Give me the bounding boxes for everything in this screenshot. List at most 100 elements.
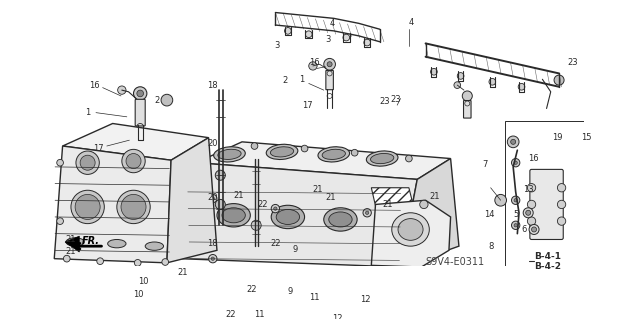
Circle shape bbox=[527, 200, 536, 209]
Text: 4: 4 bbox=[409, 18, 414, 27]
Circle shape bbox=[514, 224, 517, 227]
Ellipse shape bbox=[329, 212, 352, 227]
Text: 16: 16 bbox=[308, 58, 319, 67]
Text: 20: 20 bbox=[207, 139, 218, 148]
Text: 9: 9 bbox=[288, 287, 293, 296]
Circle shape bbox=[532, 227, 536, 232]
Circle shape bbox=[554, 75, 564, 85]
Circle shape bbox=[75, 194, 100, 219]
Circle shape bbox=[557, 217, 566, 225]
Circle shape bbox=[71, 190, 104, 224]
Circle shape bbox=[527, 183, 536, 192]
Text: 1: 1 bbox=[299, 75, 304, 84]
Text: 21: 21 bbox=[382, 200, 393, 209]
Text: 7: 7 bbox=[483, 160, 488, 169]
Circle shape bbox=[251, 220, 261, 230]
Text: 10: 10 bbox=[138, 277, 148, 286]
Text: 5: 5 bbox=[513, 210, 518, 219]
Circle shape bbox=[251, 143, 258, 149]
Text: B-4-2: B-4-2 bbox=[534, 262, 561, 271]
Ellipse shape bbox=[266, 144, 298, 160]
Text: 22: 22 bbox=[270, 239, 281, 248]
Circle shape bbox=[305, 31, 312, 38]
Ellipse shape bbox=[276, 210, 300, 225]
Circle shape bbox=[301, 145, 308, 152]
Text: 21: 21 bbox=[65, 248, 76, 256]
Text: 4: 4 bbox=[330, 19, 335, 28]
Circle shape bbox=[308, 62, 317, 70]
FancyBboxPatch shape bbox=[135, 99, 145, 126]
Circle shape bbox=[511, 196, 520, 204]
Ellipse shape bbox=[376, 210, 409, 233]
Text: 17: 17 bbox=[93, 144, 104, 153]
Circle shape bbox=[406, 155, 412, 162]
Text: 16: 16 bbox=[528, 154, 539, 163]
Circle shape bbox=[365, 211, 369, 214]
Circle shape bbox=[57, 218, 63, 225]
Text: 16: 16 bbox=[89, 81, 100, 91]
Text: 3: 3 bbox=[275, 41, 280, 50]
Text: 12: 12 bbox=[332, 314, 342, 319]
Circle shape bbox=[137, 90, 143, 97]
Text: 21: 21 bbox=[325, 193, 336, 202]
Text: 12: 12 bbox=[360, 295, 371, 304]
Circle shape bbox=[215, 199, 225, 210]
Circle shape bbox=[364, 39, 371, 46]
Circle shape bbox=[454, 82, 461, 88]
Text: 2: 2 bbox=[154, 96, 159, 105]
Circle shape bbox=[527, 217, 536, 225]
Ellipse shape bbox=[218, 149, 241, 160]
Text: FR.: FR. bbox=[82, 236, 100, 246]
Text: 21: 21 bbox=[65, 235, 76, 244]
Circle shape bbox=[201, 164, 208, 170]
Circle shape bbox=[511, 139, 516, 145]
Circle shape bbox=[462, 91, 472, 101]
Text: 10: 10 bbox=[134, 290, 144, 299]
FancyBboxPatch shape bbox=[326, 70, 333, 90]
Text: 13: 13 bbox=[523, 185, 534, 194]
Ellipse shape bbox=[108, 240, 126, 248]
Text: 21: 21 bbox=[177, 268, 188, 277]
Circle shape bbox=[525, 210, 531, 215]
Circle shape bbox=[209, 255, 217, 263]
Circle shape bbox=[118, 86, 126, 94]
Text: 1: 1 bbox=[85, 108, 90, 117]
Ellipse shape bbox=[318, 147, 349, 162]
Circle shape bbox=[363, 209, 371, 217]
Polygon shape bbox=[401, 159, 459, 267]
Polygon shape bbox=[179, 163, 417, 267]
Circle shape bbox=[211, 257, 214, 260]
Circle shape bbox=[134, 87, 147, 100]
Ellipse shape bbox=[371, 153, 394, 164]
Circle shape bbox=[134, 259, 141, 266]
Circle shape bbox=[557, 183, 566, 192]
Ellipse shape bbox=[217, 204, 250, 227]
Ellipse shape bbox=[271, 205, 305, 229]
Circle shape bbox=[122, 149, 145, 173]
Circle shape bbox=[511, 159, 520, 167]
Ellipse shape bbox=[366, 151, 398, 166]
Circle shape bbox=[351, 149, 358, 156]
Ellipse shape bbox=[398, 219, 423, 240]
Circle shape bbox=[518, 84, 525, 90]
Text: 6: 6 bbox=[522, 225, 527, 234]
Circle shape bbox=[523, 208, 533, 218]
Circle shape bbox=[420, 200, 428, 209]
Text: 11: 11 bbox=[308, 293, 319, 302]
Circle shape bbox=[514, 161, 517, 164]
FancyBboxPatch shape bbox=[530, 169, 563, 240]
Text: B-4-1: B-4-1 bbox=[534, 252, 561, 261]
Circle shape bbox=[495, 194, 506, 206]
Circle shape bbox=[417, 209, 426, 217]
Polygon shape bbox=[371, 200, 451, 267]
Text: 18: 18 bbox=[207, 81, 218, 90]
Text: 2: 2 bbox=[282, 77, 287, 85]
Text: 21: 21 bbox=[234, 191, 244, 200]
Circle shape bbox=[76, 151, 99, 174]
Ellipse shape bbox=[322, 149, 346, 160]
Text: 11: 11 bbox=[255, 310, 265, 319]
Circle shape bbox=[97, 258, 104, 264]
Circle shape bbox=[126, 153, 141, 168]
Circle shape bbox=[161, 94, 173, 106]
Circle shape bbox=[457, 73, 464, 79]
